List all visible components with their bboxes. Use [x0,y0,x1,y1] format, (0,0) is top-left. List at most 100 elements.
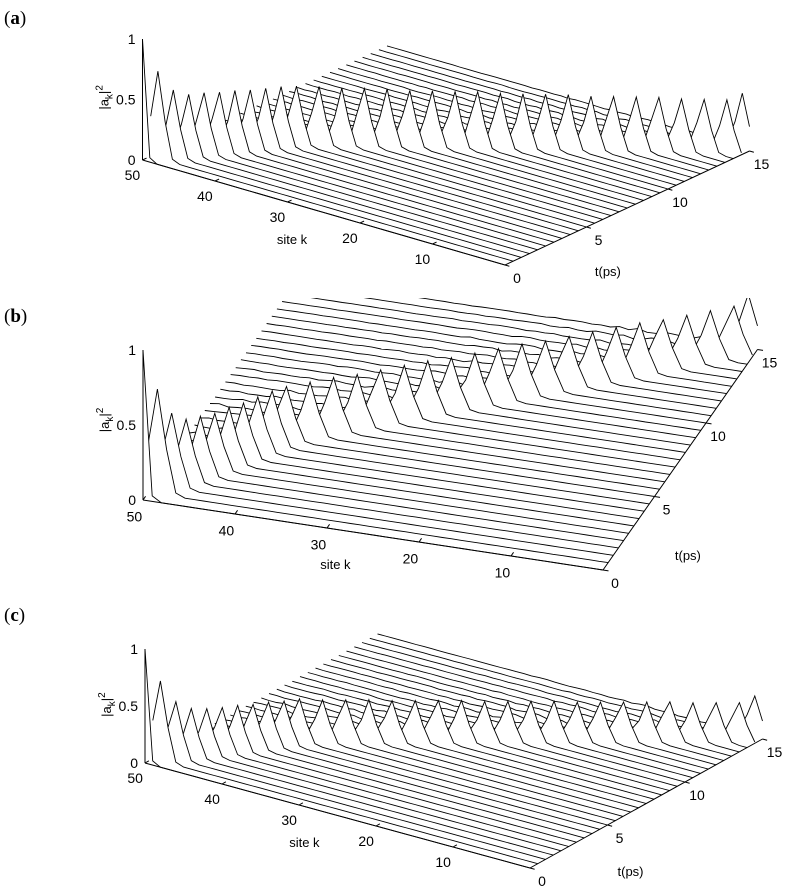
time-slice-line [354,60,718,167]
time-slice-line [199,89,563,239]
site-tick [144,760,150,764]
time-axis [504,150,750,266]
time-slice-line [178,401,640,520]
amplitude-tick-label: 0.5 [116,92,136,108]
axes: 50 40 30 20 10 0 5 10 15 0 0.5 1 site k t(ps) |ak|2 [95,342,777,591]
time-slice-line [173,405,634,527]
site-tick-label: 10 [495,565,511,581]
time-tick [654,496,661,498]
time-tick [762,738,768,741]
slice-mask [331,659,716,765]
slice-mask [183,707,569,847]
time-slice-line [268,693,655,800]
site-tick [359,220,365,224]
slice-mask [199,382,660,490]
time-slice-line [276,308,737,380]
time-tick-label: 0 [513,270,521,286]
time-tick-label: 5 [595,232,603,248]
site-axis [142,159,506,266]
time-slice-line [245,698,631,813]
amplitude-tick-label: 0 [130,755,138,771]
time-slice-line [256,335,717,409]
site-tick-label: 10 [415,251,431,267]
slice-mask [419,298,758,350]
site-axis-label: site k [289,835,320,850]
time-slice-line [284,684,670,792]
site-tick [142,496,146,501]
amplitude-tick-label: 0 [128,152,136,168]
time-slice-line [220,363,681,461]
time-axis [529,738,763,869]
time-slice-line [183,92,546,247]
time-slice-line [183,706,569,847]
time-axis-label: t(ps) [618,864,644,879]
site-tick [221,781,227,785]
site-tick [234,510,238,515]
time-slice-line [174,92,538,251]
time-slice-line [330,659,717,766]
time-slice-line [235,351,696,439]
time-slice-line [271,315,732,387]
panel-c: (c) 50 40 30 20 10 0 5 10 15 0 0.5 1 site k t(ps) |ak|… [0,597,791,892]
site-tick-label: 40 [197,188,213,204]
time-slice-line [163,414,624,542]
time-tick-label: 10 [710,428,726,444]
site-axis-label: site k [277,232,308,247]
panel-a: (a) 50 40 30 20 10 0 5 10 15 0 0.5 1 site k t(ps) |ak|… [0,0,791,295]
time-slice-line [191,703,577,843]
time-tick [684,781,690,784]
site-axis-label: site k [320,557,351,572]
time-slice-line [272,90,636,205]
time-slice-line [150,71,514,262]
time-slice-line [323,663,709,770]
time-slice-line [147,389,609,564]
slice-mask [168,413,629,534]
surface-lines [144,633,763,869]
site-tick [214,178,220,182]
time-slice-line [152,680,538,865]
time-slice-line [261,330,722,402]
time-axis-label: t(ps) [595,264,621,279]
panel-letter: (c) [4,605,26,626]
site-tick [298,802,304,806]
time-slice-line [166,94,530,255]
time-axis-label: t(ps) [675,548,701,563]
amplitude-axis-label: |ak|2 [95,85,116,110]
site-tick-label: 50 [125,167,141,183]
slice-mask [189,390,650,504]
time-tick [504,264,510,267]
site-tick-label: 50 [127,770,143,786]
time-slice-line [215,86,579,232]
time-tick-label: 15 [762,355,778,371]
time-axis [602,349,758,571]
time-slice-line [214,699,600,830]
time-slice-line [168,706,554,856]
time-tick-label: 5 [616,830,624,846]
site-tick-label: 10 [435,854,451,870]
site-tick-label: 20 [358,833,374,849]
site-tick [510,552,514,557]
time-tick [667,188,673,191]
amplitude-tick-label: 1 [128,342,136,358]
site-tick [142,157,147,161]
slice-mask [284,685,670,791]
panel-letter: (a) [4,8,27,29]
site-tick-label: 40 [204,791,220,807]
site-tick [375,823,381,827]
time-slice-line [184,395,645,512]
site-tick-label: 20 [342,230,358,246]
site-tick [418,538,422,543]
slice-mask [183,92,546,246]
time-tick [749,150,754,153]
site-axis [144,762,531,869]
slice-mask [281,91,644,201]
axes: 50 40 30 20 10 0 5 10 15 0 0.5 1 site k t(ps) |ak|2 [97,641,782,889]
slice-mask [238,699,623,817]
time-slice-line [199,702,585,839]
time-slice-line [206,700,593,835]
surface-lines [142,298,758,571]
site-axis [142,499,604,571]
site-tick [432,241,437,245]
time-slice-line [168,411,629,534]
time-tick [529,867,535,870]
